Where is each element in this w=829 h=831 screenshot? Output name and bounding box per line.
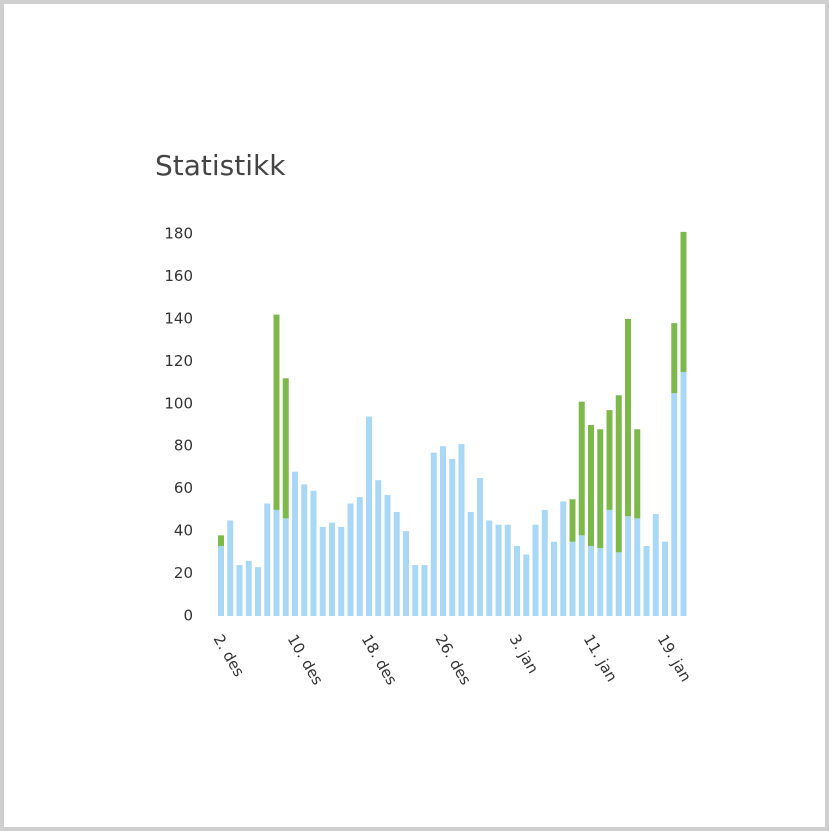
- bar-segment: [514, 545, 520, 616]
- bar-segment: [634, 429, 641, 519]
- bar-segment: [578, 535, 585, 616]
- bar-segment: [541, 509, 548, 616]
- bar-segment: [403, 531, 409, 616]
- bar-segment: [366, 416, 372, 616]
- bar-segment: [597, 548, 604, 616]
- y-tick-label: 80: [174, 437, 193, 455]
- bar-segment: [412, 565, 419, 616]
- bar-segment: [671, 393, 678, 616]
- bar-segment: [578, 401, 585, 536]
- bar-segment: [292, 471, 298, 616]
- bar-segment: [245, 560, 252, 616]
- bar-segment: [643, 545, 650, 616]
- y-tick-label: 60: [174, 479, 193, 497]
- bar-segment: [625, 516, 631, 616]
- x-tick-label: 19. jan: [654, 631, 695, 685]
- y-tick-label: 20: [174, 564, 193, 582]
- bar-segment: [458, 444, 465, 616]
- bar-segment: [551, 541, 557, 616]
- bar-segment: [625, 318, 631, 517]
- bar-segment: [375, 480, 382, 616]
- bar-segment: [393, 512, 400, 616]
- bar-segment: [495, 524, 502, 616]
- bar-segment: [282, 518, 289, 616]
- y-tick-label: 140: [164, 309, 193, 327]
- chart-title: Statistikk: [155, 149, 286, 182]
- bar-segment: [569, 541, 576, 616]
- x-tick-label: 2. des: [210, 631, 249, 680]
- bar-segment: [680, 231, 687, 372]
- bar-segment: [282, 378, 289, 519]
- bar-segment: [597, 429, 604, 549]
- y-tick-label: 100: [164, 394, 193, 412]
- bar-segment: [532, 524, 539, 616]
- bar-segment: [615, 552, 622, 616]
- bar-segment: [329, 522, 335, 616]
- bar-segment: [310, 490, 317, 616]
- bar-segment: [615, 395, 622, 553]
- y-tick-label: 180: [164, 225, 193, 243]
- bar-segment: [588, 545, 594, 616]
- bar-segment: [301, 484, 308, 616]
- bar-segment: [319, 526, 326, 616]
- bar-segment: [523, 554, 530, 616]
- bar-segment: [218, 545, 224, 616]
- bar-segment: [273, 314, 280, 510]
- bar-segment: [606, 410, 613, 510]
- bar-segment: [477, 478, 483, 616]
- bar-segment: [486, 520, 493, 616]
- bar-segment: [440, 446, 446, 616]
- bar-segment: [236, 565, 243, 616]
- x-tick-label: 26. des: [432, 631, 475, 688]
- y-tick-label: 120: [164, 352, 193, 370]
- bar-segment: [634, 518, 641, 616]
- bar-segment: [680, 371, 687, 616]
- bar-segment: [662, 541, 668, 616]
- y-tick-label: 40: [174, 522, 193, 540]
- bar-segment: [569, 499, 576, 542]
- bar-segment: [671, 323, 678, 394]
- x-tick-label: 18. des: [358, 631, 401, 688]
- y-tick-label: 160: [164, 267, 193, 285]
- y-tick-label: 0: [183, 607, 193, 625]
- bar-segment: [421, 565, 428, 616]
- bar-segment: [652, 514, 659, 616]
- bar-segment: [384, 495, 391, 616]
- bar-segment: [273, 509, 280, 616]
- bar-segment: [347, 503, 354, 616]
- x-tick-label: 10. des: [284, 631, 327, 688]
- bar-segment: [218, 535, 224, 546]
- bar-segment: [560, 501, 567, 616]
- bar-segment: [430, 452, 437, 616]
- x-tick-label: 11. jan: [580, 631, 621, 685]
- bar-segment: [504, 524, 511, 616]
- x-tick-label: 3. jan: [506, 631, 543, 676]
- bar-segment: [255, 567, 261, 616]
- bar-segment: [467, 512, 474, 616]
- bar-segment: [606, 509, 613, 616]
- bar-segment: [449, 458, 456, 616]
- bar-segment: [227, 520, 234, 616]
- bar-segment: [264, 503, 271, 616]
- bar-segment: [356, 497, 363, 616]
- bar-segment: [338, 526, 345, 616]
- bar-segment: [588, 425, 594, 546]
